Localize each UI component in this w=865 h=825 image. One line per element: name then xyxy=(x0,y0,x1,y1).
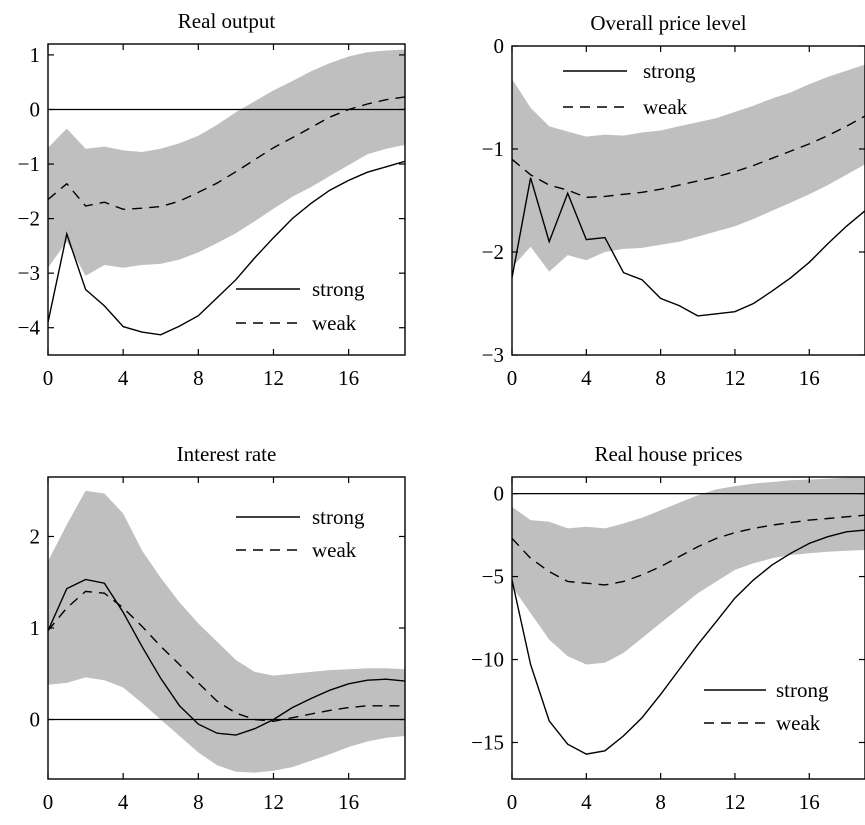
x-tick-label: 8 xyxy=(193,366,204,390)
legend-label-weak: weak xyxy=(312,538,357,562)
plot-area xyxy=(48,49,405,336)
legend: strong weak xyxy=(236,277,365,335)
series-line-weak xyxy=(48,590,405,723)
panel-1: 0 4 8 12 16 1 0 −1 −2 −3 −4 Real output strong weak xyxy=(18,9,406,390)
panel-title: Overall price level xyxy=(590,11,746,35)
confidence-band xyxy=(48,49,405,276)
panel-title: Real output xyxy=(178,9,276,33)
x-tick-label: 4 xyxy=(581,366,592,390)
confidence-band xyxy=(48,490,405,773)
panel-4: 0 4 8 12 16 0 −5 −10 −15 Real house prices strong w… xyxy=(471,442,865,814)
x-tick-label: 4 xyxy=(118,366,129,390)
confidence-band xyxy=(512,477,865,665)
legend-label-weak: weak xyxy=(776,711,821,735)
confidence-band xyxy=(512,64,865,272)
y-tick-label: 1 xyxy=(30,43,41,67)
plot-area xyxy=(512,64,865,317)
legend-label-strong: strong xyxy=(643,59,696,83)
legend: strong weak xyxy=(236,505,365,562)
panel-3: 0 4 8 12 16 2 1 0 Interest rate strong weak xyxy=(30,442,406,814)
series-line-weak xyxy=(512,115,865,199)
legend: strong weak xyxy=(563,59,696,119)
x-tick-label: 0 xyxy=(507,366,518,390)
panel-title: Interest rate xyxy=(177,442,277,466)
series-line-weak xyxy=(48,96,405,211)
y-tick-label: 0 xyxy=(30,708,41,732)
y-tick-label: −1 xyxy=(18,152,40,176)
series-line-strong xyxy=(512,177,865,317)
axes-box xyxy=(511,45,865,356)
legend: strong weak xyxy=(704,678,829,735)
series-line-strong xyxy=(512,529,865,755)
panel-2: 0 4 8 12 16 0 −1 −2 −3 Overall price level strong w… xyxy=(482,11,865,390)
x-tick-label: 0 xyxy=(507,790,518,814)
y-tick-label: −1 xyxy=(482,137,504,161)
y-tick-label: −2 xyxy=(482,240,504,264)
axes-box xyxy=(47,43,406,356)
x-tick-label: 0 xyxy=(43,366,54,390)
x-tick-label: 8 xyxy=(655,790,666,814)
plot-area xyxy=(512,477,865,755)
legend-label-strong: strong xyxy=(312,505,365,529)
x-tick-label: 8 xyxy=(655,366,666,390)
y-tick-label: −10 xyxy=(471,648,504,672)
y-tick-label: −3 xyxy=(482,343,504,367)
x-tick-label: 4 xyxy=(118,790,129,814)
y-tick-label: −15 xyxy=(471,730,504,754)
y-tick-label: 0 xyxy=(494,34,505,58)
x-tick-label: 12 xyxy=(263,790,284,814)
y-tick-label: 1 xyxy=(30,616,41,640)
series-line-strong xyxy=(48,578,405,736)
legend-label-strong: strong xyxy=(312,277,365,301)
legend-label-weak: weak xyxy=(312,311,357,335)
x-tick-label: 12 xyxy=(263,366,284,390)
x-tick-label: 12 xyxy=(724,366,745,390)
y-tick-label: −2 xyxy=(18,207,40,231)
panel-title: Real house prices xyxy=(594,442,742,466)
y-tick-label: 2 xyxy=(30,524,41,548)
x-tick-label: 8 xyxy=(193,790,204,814)
x-tick-label: 16 xyxy=(799,366,820,390)
x-tick-label: 4 xyxy=(581,790,592,814)
x-tick-label: 12 xyxy=(724,790,745,814)
y-tick-label: −5 xyxy=(482,565,504,589)
series-line-strong xyxy=(48,160,405,336)
axes-box xyxy=(511,476,865,780)
y-tick-label: −3 xyxy=(18,261,40,285)
y-tick-label: 0 xyxy=(494,482,505,506)
y-tick-label: 0 xyxy=(30,97,41,121)
series-line-weak xyxy=(512,514,865,586)
x-tick-label: 16 xyxy=(799,790,820,814)
x-tick-label: 0 xyxy=(43,790,54,814)
x-tick-label: 16 xyxy=(338,790,359,814)
legend-label-strong: strong xyxy=(776,678,829,702)
y-tick-label: −4 xyxy=(18,316,41,340)
legend-label-weak: weak xyxy=(643,95,688,119)
plot-area xyxy=(48,490,405,773)
x-tick-label: 16 xyxy=(338,366,359,390)
